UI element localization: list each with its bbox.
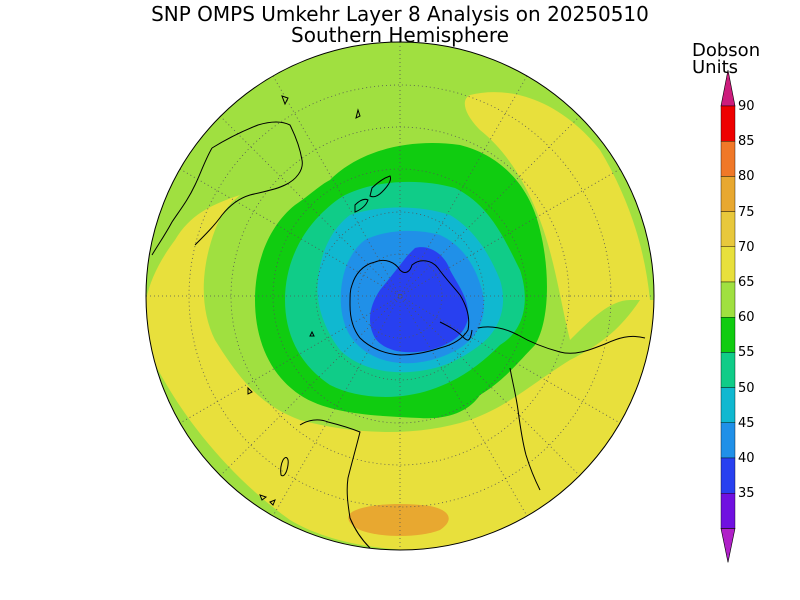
colorbar-swatch [720, 246, 736, 283]
colorbar-swatch [720, 176, 736, 212]
madagascar-coast [280, 457, 289, 477]
colorbar-swatch [720, 422, 736, 459]
island-coast [269, 499, 276, 506]
colorbar [720, 69, 736, 563]
colorbar-swatch [720, 105, 736, 142]
colorbar-swatch [720, 457, 736, 494]
colorbar-swatch [720, 387, 736, 424]
new-zealand-coast [354, 175, 391, 213]
map-title: SNP OMPS Umkehr Layer 8 Analysis on 2025… [151, 2, 649, 26]
island-coast [309, 330, 315, 337]
island-coast [247, 386, 253, 395]
colorbar-tick-label: 80 [738, 169, 755, 185]
colorbar-swatch [720, 352, 736, 388]
antarctica-coast [349, 259, 470, 356]
field-75-80 [348, 504, 449, 536]
field-70-75-south [146, 195, 654, 550]
island-coast [355, 108, 361, 119]
colorbar-tick-label: 55 [738, 345, 755, 361]
africa-coast [299, 419, 371, 549]
colorbar-title-line2: Units [692, 57, 739, 78]
colorbar-tick-label: 35 [738, 486, 755, 502]
australia-coast [151, 121, 303, 256]
map-boundary [145, 41, 655, 551]
colorbar-tick-label: 70 [738, 239, 755, 255]
colorbar-tick-label: 85 [738, 134, 755, 150]
colorbar-bottom-arrow [720, 528, 736, 563]
colorbar-tick-label: 75 [738, 204, 755, 220]
colorbar-swatch [720, 317, 736, 353]
colorbar-tick-label: 90 [738, 99, 755, 114]
colorbar-tick-label: 40 [738, 451, 755, 466]
graticule [146, 42, 654, 550]
colorbar-tick-label: 45 [738, 415, 755, 431]
colorbar-title-line1: Dobson [692, 40, 761, 61]
island-coast [259, 494, 268, 501]
colorbar-swatch [720, 493, 736, 529]
field-40-45 [369, 247, 469, 353]
south-america-coast [477, 326, 646, 491]
ozone-field [146, 42, 654, 550]
colorbar-tick-label: 50 [738, 380, 755, 396]
colorbar-swatch [720, 281, 736, 318]
island-coast [281, 95, 289, 106]
colorbar-tick-label: 60 [738, 310, 755, 326]
colorbar-tick-label: 65 [738, 275, 755, 290]
antarctic-peninsula-coast [439, 321, 473, 341]
coastlines [151, 95, 646, 549]
colorbar-swatch [720, 140, 736, 177]
map-subtitle: Southern Hemisphere [291, 23, 509, 47]
colorbar-swatch [720, 211, 736, 248]
field-70-75-northeast [464, 92, 650, 340]
